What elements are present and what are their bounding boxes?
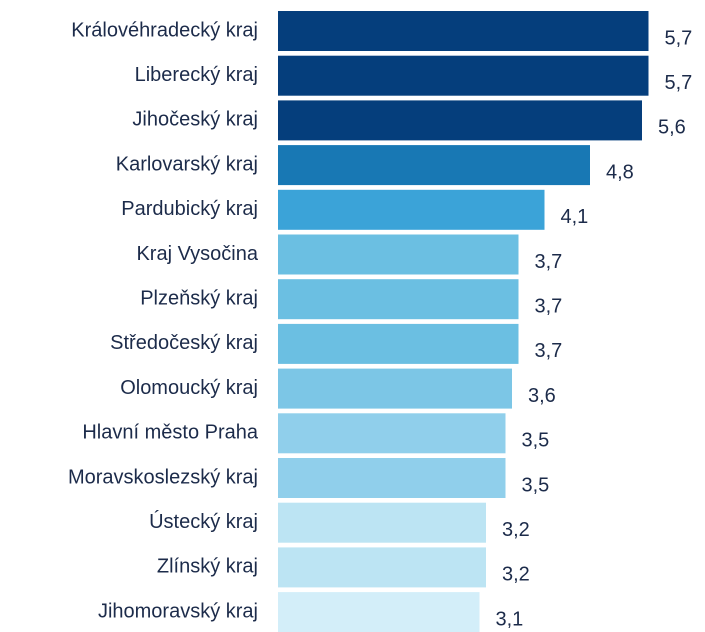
value-label: 3,2 (502, 564, 530, 586)
bar (278, 547, 486, 588)
value-label: 3,7 (535, 340, 563, 362)
value-label: 3,7 (535, 251, 563, 273)
value-label: 3,2 (502, 519, 530, 541)
value-label: 5,7 (665, 72, 693, 94)
value-label: 3,7 (535, 295, 563, 317)
bar (278, 189, 545, 230)
bar (278, 502, 486, 543)
value-label: 4,1 (561, 206, 589, 228)
value-label: 3,1 (496, 608, 524, 630)
value-label: 3,5 (522, 430, 550, 452)
bar (278, 368, 512, 409)
bar (278, 413, 506, 454)
bar (278, 592, 480, 632)
category-label: Pardubický kraj (121, 198, 258, 220)
bar (278, 11, 649, 51)
category-label: Liberecký kraj (135, 64, 258, 86)
category-label: Jihočeský kraj (132, 109, 258, 131)
category-label: Jihomoravský kraj (98, 600, 258, 622)
value-label: 3,5 (522, 474, 550, 496)
category-label: Olomoucký kraj (120, 377, 258, 399)
category-label: Hlavní město Praha (82, 422, 259, 444)
value-label: 5,7 (665, 27, 693, 49)
bar (278, 279, 519, 320)
bar (278, 323, 519, 364)
category-label: Ústecký kraj (149, 510, 258, 533)
value-label: 3,6 (528, 385, 556, 407)
bar (278, 234, 519, 275)
value-label: 4,8 (606, 161, 634, 183)
bar (278, 100, 642, 141)
value-label: 5,6 (658, 117, 686, 139)
bar (278, 145, 590, 186)
category-label: Moravskoslezský kraj (68, 466, 258, 488)
category-label: Karlovarský kraj (116, 153, 258, 175)
bar (278, 55, 649, 96)
category-label: Zlínský kraj (157, 556, 258, 578)
category-label: Kraj Vysočina (136, 243, 258, 265)
category-label: Středočeský kraj (110, 332, 258, 354)
category-label: Královéhradecký kraj (71, 19, 258, 41)
category-label: Plzeňský kraj (140, 287, 258, 309)
bar (278, 458, 506, 498)
